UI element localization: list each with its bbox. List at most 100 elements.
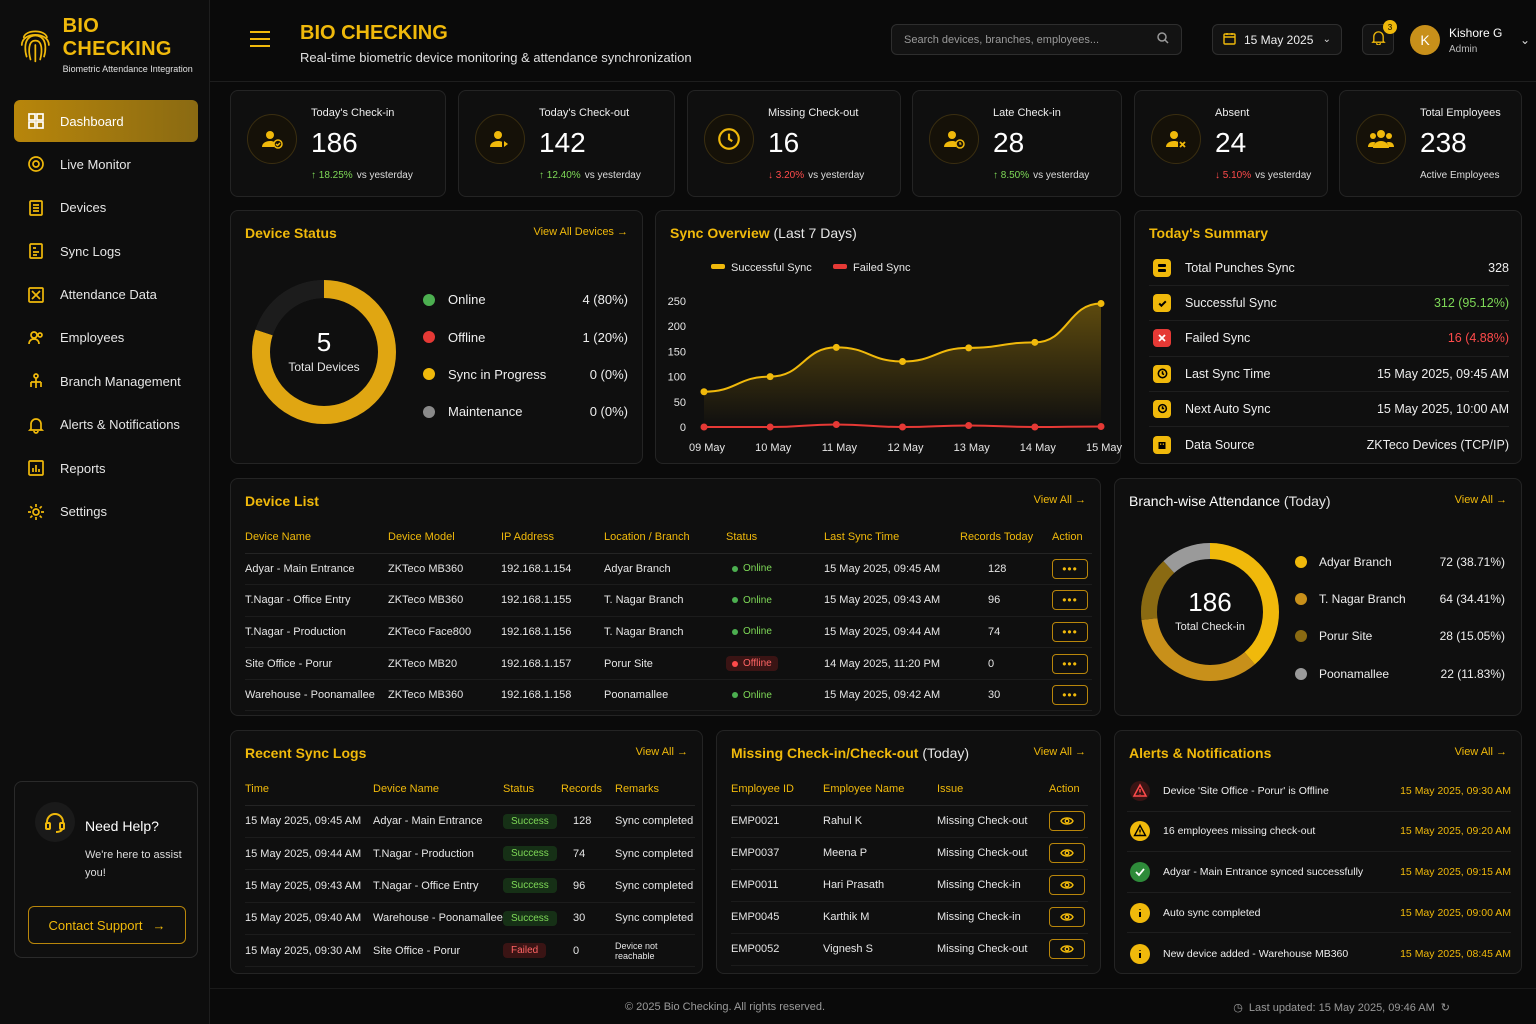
data-point[interactable] [899, 423, 906, 431]
sidebar-item-alerts[interactable]: Alerts & Notifications [14, 404, 198, 446]
alert-item[interactable]: Auto sync completed 15 May 2025, 09:00 AM [1127, 893, 1511, 934]
view-all-devices-link[interactable]: View All Devices → [533, 226, 628, 238]
eye-icon[interactable] [1049, 811, 1085, 831]
data-point[interactable] [1097, 300, 1105, 308]
column-header[interactable]: Issue [937, 773, 1049, 806]
column-header[interactable]: Action [1049, 773, 1088, 806]
notification-count-badge: 3 [1383, 20, 1397, 34]
data-point[interactable] [832, 343, 840, 351]
stat-card[interactable]: Missing Check-out 16 ↓ 3.20% vs yesterday [687, 90, 901, 197]
column-header[interactable]: Records Today [960, 521, 1052, 554]
summary-value: 16 (4.88%) [1447, 331, 1509, 346]
more-actions-icon[interactable]: ••• [1052, 685, 1088, 706]
table-row[interactable]: EMP0037 Meena P Missing Check-out [731, 837, 1088, 870]
table-row[interactable]: 15 May 2025, 09:45 AM Adyar - Main Entran… [245, 805, 695, 838]
alert-item[interactable]: Device 'Site Office - Porur' is Offline 1… [1127, 771, 1511, 812]
column-header[interactable]: Device Name [245, 521, 388, 554]
table-row[interactable]: EMP0011 Hari Prasath Missing Check-in [731, 869, 1088, 902]
search-input[interactable] [904, 33, 1157, 46]
table-row[interactable]: EMP0045 Karthik M Missing Check-in [731, 901, 1088, 934]
stat-card[interactable]: Late Check-in 28 ↑ 8.50% vs yesterday [912, 90, 1122, 197]
column-header[interactable]: Status [503, 773, 561, 806]
view-all-branches-link[interactable]: View All → [1454, 494, 1507, 506]
column-header[interactable]: Last Sync Time [824, 521, 960, 554]
data-point[interactable] [1097, 422, 1105, 430]
data-point[interactable] [965, 421, 973, 429]
alert-item[interactable]: New device added - Warehouse MB360 15 May… [1127, 933, 1511, 974]
sidebar-item-sync-logs[interactable]: Sync Logs [14, 230, 198, 272]
data-point[interactable] [899, 357, 906, 365]
sidebar-item-employees[interactable]: Employees [14, 317, 198, 359]
stat-card[interactable]: Today's Check-out 142 ↑ 12.40% vs yesterday [458, 90, 675, 197]
column-header[interactable]: Status [726, 521, 824, 554]
table-row[interactable]: Warehouse - Poonamallee ZKTeco MB360 192.1… [245, 679, 1092, 712]
view-all-devices-list-link[interactable]: View All → [1033, 494, 1086, 506]
column-header[interactable]: Location / Branch [604, 521, 726, 554]
device-model: ZKTeco Face800 [388, 625, 472, 638]
column-header[interactable]: Action [1052, 521, 1092, 554]
eye-icon[interactable] [1049, 875, 1085, 895]
search-icon[interactable] [1157, 31, 1169, 49]
alert-item[interactable]: 16 employees missing check-out 15 May 202… [1127, 812, 1511, 853]
alert-item[interactable]: Adyar - Main Entrance synced successfull… [1127, 852, 1511, 893]
data-point[interactable] [700, 388, 708, 396]
sidebar-item-attendance-data[interactable]: Attendance Data [14, 274, 198, 316]
sidebar-item-branch-management[interactable]: Branch Management [14, 360, 198, 402]
refresh-icon[interactable]: ↻ [1440, 1002, 1450, 1014]
eye-icon[interactable] [1049, 939, 1085, 959]
table-row[interactable]: 15 May 2025, 09:30 AM Site Office - Porur… [245, 934, 695, 968]
view-all-logs-link[interactable]: View All → [635, 746, 688, 758]
data-point[interactable] [1031, 338, 1039, 346]
data-point[interactable] [766, 423, 774, 431]
data-point[interactable] [1031, 423, 1039, 431]
stat-value: 24 [1215, 127, 1247, 158]
eye-icon[interactable] [1049, 907, 1085, 927]
column-header[interactable]: IP Address [501, 521, 604, 554]
more-actions-icon[interactable]: ••• [1052, 590, 1088, 611]
column-header[interactable]: Employee ID [731, 773, 823, 806]
table-row[interactable]: Site Office - Porur ZKTeco MB20 192.168.1.… [245, 647, 1092, 680]
sidebar-item-reports[interactable]: Reports [14, 447, 198, 489]
view-all-alerts-link[interactable]: View All → [1454, 746, 1507, 758]
sidebar-item-dashboard[interactable]: Dashboard [14, 100, 198, 142]
table-row[interactable]: T.Nagar - Office Entry ZKTeco MB360 192.16… [245, 584, 1092, 617]
column-header[interactable]: Device Model [388, 521, 501, 554]
sidebar-item-live-monitor[interactable]: Live Monitor [14, 143, 198, 185]
more-actions-icon[interactable]: ••• [1052, 558, 1088, 579]
column-header[interactable]: Time [245, 773, 373, 806]
table-row[interactable]: Adyar - Main Entrance ZKTeco MB360 192.168… [245, 553, 1092, 586]
data-point[interactable] [965, 344, 973, 352]
table-row[interactable]: EMP0021 Rahul K Missing Check-out [731, 805, 1088, 838]
user-menu[interactable]: K Kishore G Admin ⌄ [1410, 23, 1530, 57]
stat-card[interactable]: Today's Check-in 186 ↑ 18.25% vs yesterday [230, 90, 446, 197]
legend-item: Maintenance 0 (0%) [423, 393, 628, 430]
data-point[interactable] [700, 423, 708, 431]
table-row[interactable]: 15 May 2025, 09:40 AM Warehouse - Poonama… [245, 902, 695, 936]
table-row[interactable]: 15 May 2025, 09:43 AM T.Nagar - Office En… [245, 869, 695, 903]
table-row[interactable]: 15 May 2025, 09:44 AM T.Nagar - Productio… [245, 837, 695, 871]
contact-support-button[interactable]: Contact Support → [28, 906, 186, 944]
data-point[interactable] [832, 420, 840, 428]
brand[interactable]: BIO CHECKING Biometric Attendance Integr… [16, 15, 209, 74]
x-tick-label: 15 May [1086, 442, 1122, 454]
sidebar: BIO CHECKING Biometric Attendance Integr… [0, 0, 210, 1024]
column-header[interactable]: Records [561, 773, 615, 806]
menu-toggle-icon[interactable] [250, 31, 270, 47]
notifications-button[interactable]: 3 [1362, 20, 1397, 55]
view-all-missing-link[interactable]: View All → [1033, 746, 1086, 758]
more-actions-icon[interactable]: ••• [1052, 653, 1088, 674]
more-actions-icon[interactable]: ••• [1052, 621, 1088, 642]
data-point[interactable] [766, 373, 774, 381]
sidebar-item-settings[interactable]: Settings [14, 491, 198, 533]
sidebar-item-label: Reports [60, 460, 106, 476]
column-header[interactable]: Device Name [373, 773, 503, 806]
date-picker[interactable]: 15 May 2025 ⌄ [1212, 24, 1342, 55]
column-header[interactable]: Remarks [615, 773, 695, 806]
sidebar-item-devices[interactable]: Devices [14, 187, 198, 229]
table-row[interactable]: EMP0052 Vignesh S Missing Check-out [731, 933, 1088, 966]
stat-card[interactable]: Absent 24 ↓ 5.10% vs yesterday [1134, 90, 1328, 197]
column-header[interactable]: Employee Name [823, 773, 937, 806]
table-row[interactable]: T.Nagar - Production ZKTeco Face800 192.16… [245, 616, 1092, 649]
eye-icon[interactable] [1049, 843, 1085, 863]
stat-card[interactable]: Total Employees 238 Active Employees [1339, 90, 1522, 197]
